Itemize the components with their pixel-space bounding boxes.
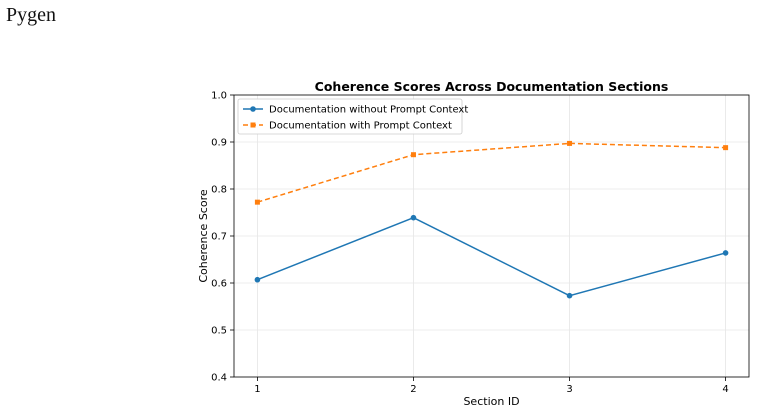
y-tick-label: 1.0 — [211, 91, 227, 102]
y-axis-title: Coherence Score — [197, 189, 210, 283]
y-tick-label: 0.7 — [211, 232, 227, 243]
y-tick-label: 0.9 — [211, 138, 227, 149]
series-1-point — [254, 276, 261, 283]
legend-label-2: Documentation with Prompt Context — [269, 121, 452, 132]
x-tick-label: 4 — [722, 384, 728, 395]
series-1-point — [410, 214, 417, 221]
series-line-2 — [257, 142, 726, 203]
x-tick-label: 1 — [254, 384, 260, 395]
series-2-point — [410, 152, 416, 158]
y-tick-label: 0.4 — [211, 373, 227, 384]
series-1-point — [566, 292, 573, 299]
ticks-layer: 0.4 0.5 0.6 0.7 0.8 0.9 1.0 1 2 3 4 — [211, 91, 729, 396]
legend-marker-1 — [250, 106, 256, 112]
legend-label-1: Documentation without Prompt Context — [269, 105, 468, 116]
y-tick-label: 0.6 — [211, 279, 227, 290]
x-axis-title: Section ID — [463, 395, 519, 408]
x-tick-label: 3 — [566, 384, 572, 395]
series-2-point — [723, 145, 729, 151]
y-tick-label: 0.8 — [211, 185, 227, 196]
series-1-point — [722, 250, 729, 256]
legend: Documentation without Prompt Context Docu… — [237, 98, 468, 135]
legend-box — [237, 98, 463, 135]
grid-layer — [234, 94, 749, 378]
series-layer — [254, 140, 729, 299]
y-tick-label: 0.5 — [211, 326, 227, 337]
chart-title: Coherence Scores Across Documentation Se… — [315, 79, 669, 94]
series-2-point — [567, 140, 573, 146]
legend-marker-2 — [250, 122, 256, 128]
series-line-1 — [257, 216, 726, 297]
series-2-point — [254, 199, 260, 205]
brand-label: Pygen — [6, 4, 56, 26]
x-tick-label: 2 — [410, 384, 416, 395]
